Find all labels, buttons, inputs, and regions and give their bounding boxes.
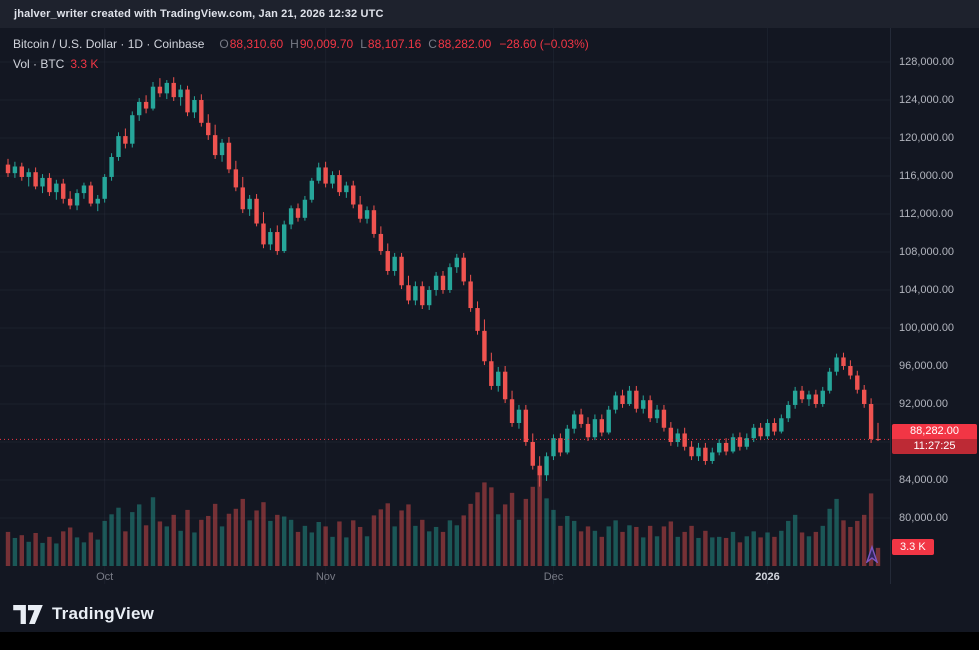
price-tick-label: 100,000.00 (899, 322, 955, 334)
ohlc-close-key: C (428, 37, 437, 51)
ohlc-high-key: H (290, 37, 299, 51)
price-tick-label: 120,000.00 (899, 132, 955, 144)
price-axis[interactable]: 128,000.00 124,000.00 120,000.00 116,000.00… (890, 28, 979, 584)
price-tick-label: 116,000.00 (899, 170, 954, 182)
candles (5, 77, 881, 487)
symbol-row[interactable]: Bitcoin / U.S. Dollar · 1D · Coinbase O … (13, 37, 589, 51)
price-tick-label: 128,000.00 (899, 56, 955, 68)
symbol-title[interactable]: Bitcoin / U.S. Dollar · 1D · Coinbase (13, 37, 205, 51)
ohlc-low-value: 88,107.16 (367, 37, 422, 51)
volume-badge: 3.3 K (892, 538, 934, 555)
ohlc-high-value: 90,009.70 (299, 37, 354, 51)
ohlc-open-value: 88,310.60 (229, 37, 284, 51)
price-tick-label: 112,000.00 (899, 208, 954, 220)
brand-name[interactable]: TradingView (52, 604, 155, 623)
attribution-bar: jhalver_writer created with TradingView.… (0, 0, 979, 28)
price-tick-label: 104,000.00 (899, 284, 955, 296)
time-tick-label[interactable]: Nov (315, 571, 336, 583)
current-price-label: 88,282.00 (910, 425, 959, 438)
price-tick-label: 84,000.00 (899, 474, 948, 486)
time-tick-label[interactable]: Oct (96, 571, 114, 583)
volume-study-label[interactable]: Vol · BTC (13, 57, 65, 71)
time-tick-label[interactable]: 2026 (755, 571, 780, 583)
pointer-marker-icon (865, 545, 879, 563)
current-price-badge: 88,282.00 11:27:25 (892, 424, 977, 455)
price-tick-label: 80,000.00 (899, 512, 948, 524)
attribution-text: jhalver_writer created with TradingView.… (14, 8, 384, 20)
ohlc-open-key: O (219, 37, 229, 51)
time-tick-label[interactable]: Dec (543, 571, 564, 583)
price-tick-label: 108,000.00 (899, 246, 955, 258)
chart-area: Bitcoin / U.S. Dollar · 1D · Coinbase O … (0, 28, 979, 596)
countdown-timer: 11:27:25 (892, 439, 977, 455)
ohlc-close-value: 88,282.00 (437, 37, 492, 51)
volume-value: 3.3 K (70, 57, 99, 71)
bottom-strip (0, 632, 979, 650)
footer-bar: TradingView (0, 596, 979, 632)
volume-bars (5, 467, 881, 566)
price-tick-label: 92,000.00 (899, 398, 948, 410)
grid-lines (0, 28, 890, 584)
volume-row[interactable]: Vol · BTC 3.3 K (13, 57, 589, 71)
price-tick-label: 96,000.00 (899, 360, 948, 372)
price-change: −28.60 (−0.03%) (499, 37, 589, 51)
ohlc-low-key: L (360, 37, 367, 51)
tradingview-logo-icon[interactable] (13, 604, 43, 624)
price-tick-label: 124,000.00 (899, 94, 955, 106)
chart-legend: Bitcoin / U.S. Dollar · 1D · Coinbase O … (13, 37, 589, 71)
candlestick-chart[interactable] (0, 28, 890, 584)
